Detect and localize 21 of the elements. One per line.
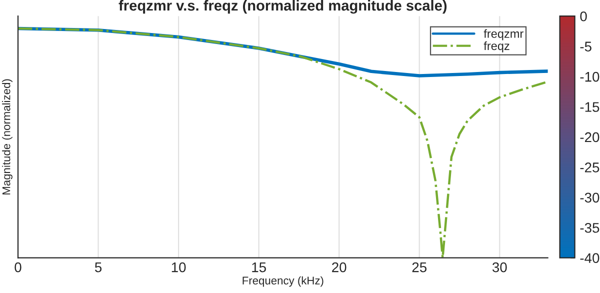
x-tick-label: 0 [14, 262, 22, 272]
legend-label: freqz [484, 41, 510, 52]
color-bar-label: -10 [580, 72, 600, 82]
color-bar-label: -30 [580, 192, 600, 203]
x-tick-label: 25 [412, 262, 427, 272]
x-tick-label: 10 [172, 262, 186, 272]
legend-label: freqzmr [484, 29, 524, 40]
x-tick-label: 15 [252, 262, 266, 272]
x-tick-label: 5 [94, 262, 102, 272]
color-bar-label: -5 [580, 42, 592, 52]
x-axis-title: Frequency (kHz) [242, 276, 324, 287]
color-bar-label: -15 [580, 102, 600, 112]
color-bar-label: -25 [580, 162, 600, 172]
color-bar-label: -40 [580, 253, 600, 264]
x-tick-label: 30 [492, 262, 507, 272]
y-axis-title: Magnitude (normalized) [2, 79, 12, 194]
chart-title: freqzmr v.s. freqz (normalized magnitude scale) [118, 0, 447, 14]
x-tick-label: 20 [332, 262, 346, 272]
color-bar-label: 0 [580, 11, 587, 22]
color-bar-label: -35 [580, 222, 600, 233]
color-bar-label: -20 [580, 132, 600, 142]
